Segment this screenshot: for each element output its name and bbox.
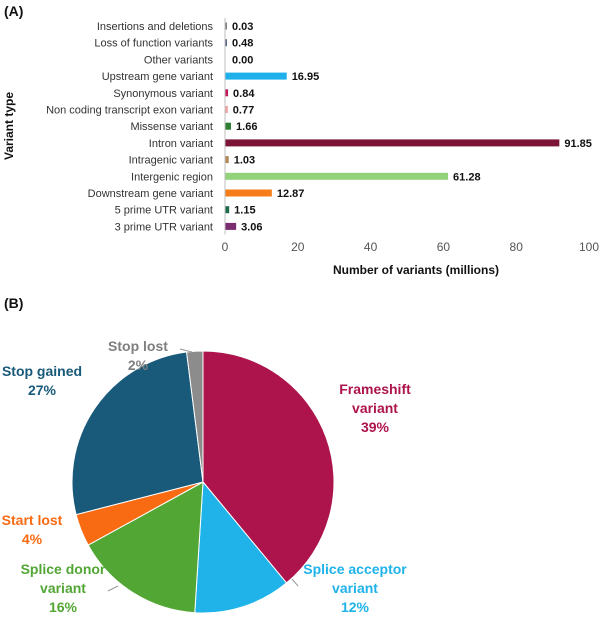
panel-b-label: (B) [4,295,23,311]
bar-value-label: 1.66 [236,121,257,133]
x-tick-label: 60 [437,240,451,254]
bar-value-label: 0.03 [232,21,253,33]
bar-value-label: 0.00 [232,54,253,66]
bar-value-label: 61.28 [453,171,481,183]
category-label: Upstream gene variant [102,71,213,83]
bar-value-label: 0.48 [232,38,253,50]
x-axis-title: Number of variants (millions) [333,263,499,277]
leader-line [291,578,299,587]
pie-slice [202,350,335,584]
bar [225,139,560,147]
bar-value-label: 0.84 [233,88,255,100]
category-label: Downstream gene variant [88,188,213,200]
category-label: 3 prime UTR variant [115,221,213,233]
pie-slice-label: Splice donor variant 16% [21,561,106,615]
x-tick-label: 20 [291,240,305,254]
leader-line [179,348,193,353]
pie-slice [186,350,204,483]
category-label: Insertions and deletions [97,21,214,33]
bar [225,222,237,230]
bar-value-label: 12.87 [277,188,305,200]
x-tick-label: 80 [510,240,524,254]
bar [225,22,227,30]
pie-slice [71,351,204,516]
bar [225,106,228,113]
bar [225,172,449,180]
x-tick-label: 0 [222,240,229,254]
pie-slice-label: Splice acceptor variant 12% [303,561,407,615]
category-label: Loss of function variants [94,38,213,50]
pie-slice [194,480,288,614]
bar [225,189,272,197]
pie-slice-label: Stop lost 2% [108,338,168,373]
bar-chart: Insertions and deletions 0.03 Loss of func… [2,18,599,277]
category-label: Synonymous variant [113,88,213,100]
category-label: Intragenic variant [129,155,213,167]
bar [225,72,287,80]
bar-value-label: 1.03 [234,155,255,167]
bar [225,39,227,47]
y-axis-title: Variant type [2,92,16,160]
panel-a-label: (A) [4,3,23,19]
category-label: Intron variant [149,138,213,150]
pie-slice-label: Stop gained 27% [2,363,82,398]
bar-value-label: 91.85 [564,138,592,150]
category-label: Other variants [144,54,214,66]
category-label: Non coding transcript exon variant [46,105,213,117]
pie-slice [87,481,204,614]
pie-slice-label: Start lost 4% [2,512,63,547]
bar [225,89,229,97]
bar [225,122,232,130]
category-label: Intergenic region [131,171,213,183]
bar-value-label: 0.77 [233,105,254,117]
x-tick-label: 100 [579,240,599,254]
bar [225,156,229,164]
bar-value-label: 1.15 [234,205,255,217]
bar-value-label: 16.95 [292,71,320,83]
bar [225,206,230,214]
pie-slice-label: Frameshift variant 39% [339,381,411,435]
pie-chart: Frameshift variant 39% Splice acceptor varia… [2,338,411,615]
x-tick-label: 40 [364,240,378,254]
bar-value-label: 3.06 [241,221,262,233]
category-label: Missense variant [130,121,213,133]
category-label: 5 prime UTR variant [115,205,213,217]
leader-line [107,585,119,592]
